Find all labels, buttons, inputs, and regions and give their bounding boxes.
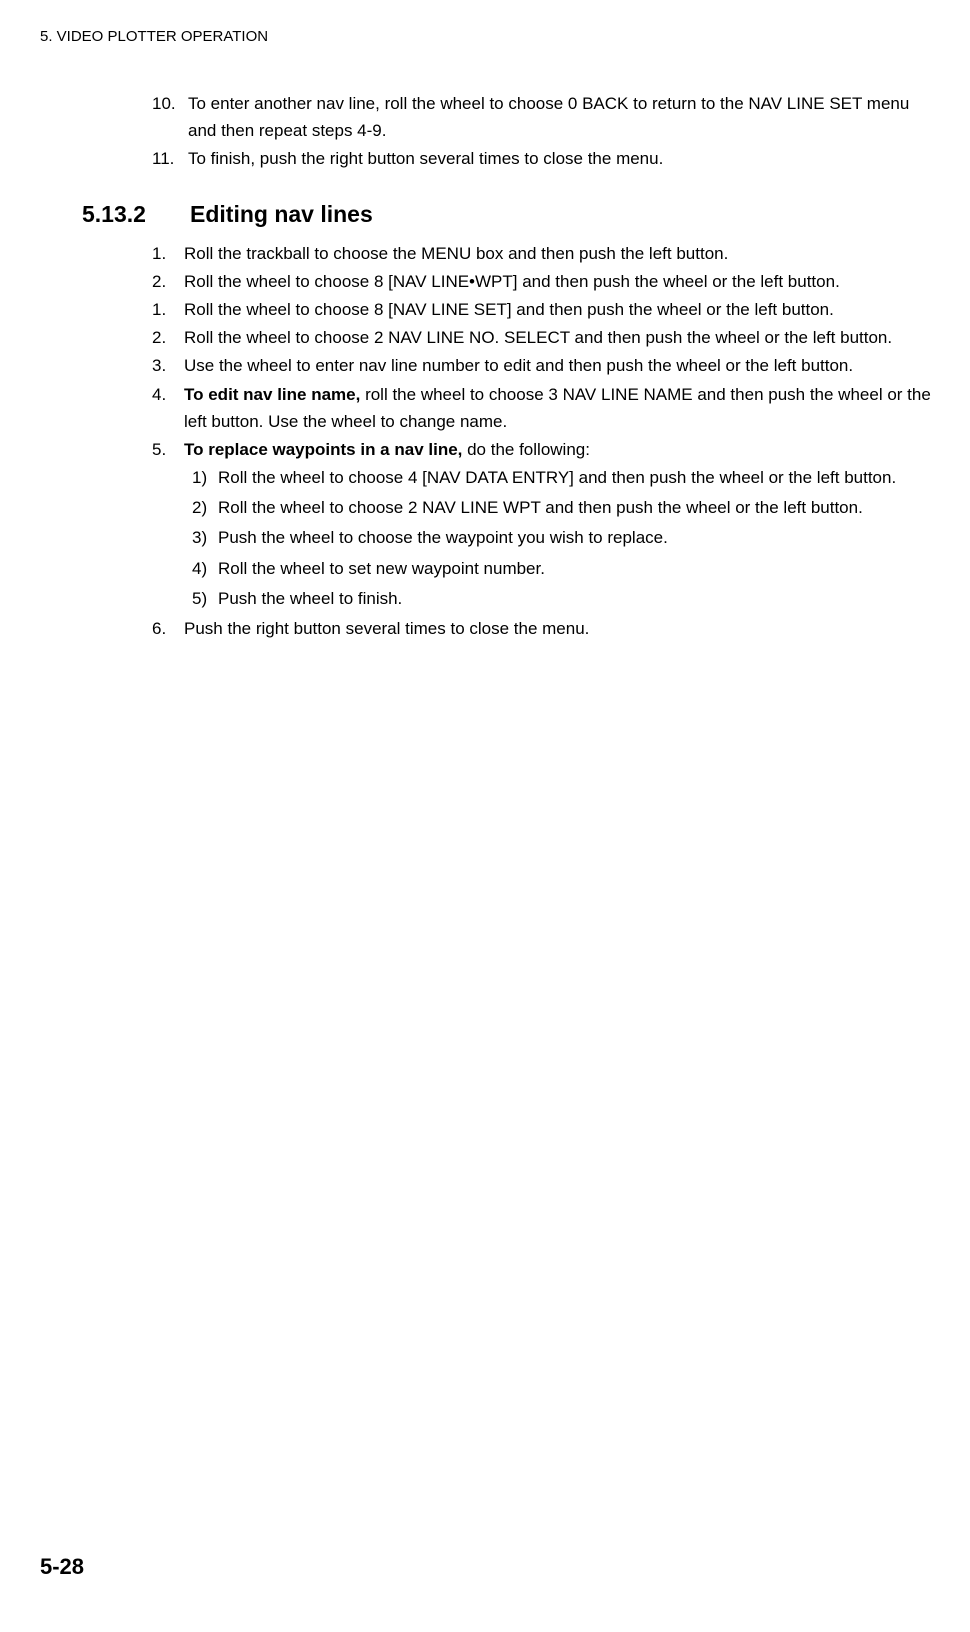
- main-item-2b: 2. Roll the wheel to choose 2 NAV LINE N…: [152, 324, 942, 351]
- list-text: To enter another nav line, roll the whee…: [188, 90, 942, 144]
- normal-text: do the following:: [462, 440, 590, 459]
- chapter-header: 5. VIDEO PLOTTER OPERATION: [40, 28, 268, 45]
- list-text: Use the wheel to enter nav line number t…: [184, 352, 942, 379]
- sub-list-text: Push the wheel to finish.: [218, 585, 942, 612]
- list-number: 2.: [152, 324, 184, 351]
- main-item-4: 4. To edit nav line name, roll the wheel…: [152, 381, 942, 435]
- section-number: 5.13.2: [82, 201, 190, 228]
- list-number: 4.: [152, 381, 184, 435]
- sub-list-number: 3): [192, 524, 218, 551]
- bold-text: To edit nav line name,: [184, 385, 360, 404]
- sub-list-number: 5): [192, 585, 218, 612]
- sub-item-2: 2) Roll the wheel to choose 2 NAV LINE W…: [192, 494, 942, 521]
- list-number: 11.: [152, 145, 188, 172]
- list-number: 5.: [152, 436, 184, 463]
- sub-item-3: 3) Push the wheel to choose the waypoint…: [192, 524, 942, 551]
- sub-list-text: Push the wheel to choose the waypoint yo…: [218, 524, 942, 551]
- list-number: 2.: [152, 268, 184, 295]
- list-text: Push the right button several times to c…: [184, 615, 942, 642]
- list-text: Roll the wheel to choose 8 [NAV LINE SET…: [184, 296, 942, 323]
- section-heading: 5.13.2 Editing nav lines: [82, 201, 942, 228]
- list-number: 1.: [152, 296, 184, 323]
- page-number: 5-28: [40, 1554, 84, 1580]
- main-item-5: 5. To replace waypoints in a nav line, d…: [152, 436, 942, 463]
- sub-item-5: 5) Push the wheel to finish.: [192, 585, 942, 612]
- main-item-1b: 1. Roll the wheel to choose 8 [NAV LINE …: [152, 296, 942, 323]
- sub-list-text: Roll the wheel to choose 4 [NAV DATA ENT…: [218, 464, 942, 491]
- list-number: 1.: [152, 240, 184, 267]
- intro-item-10: 10. To enter another nav line, roll the …: [152, 90, 942, 144]
- sub-list-number: 1): [192, 464, 218, 491]
- sub-item-4: 4) Roll the wheel to set new waypoint nu…: [192, 555, 942, 582]
- sub-list-number: 4): [192, 555, 218, 582]
- list-text: To replace waypoints in a nav line, do t…: [184, 436, 942, 463]
- intro-item-11: 11. To finish, push the right button sev…: [152, 145, 942, 172]
- list-number: 10.: [152, 90, 188, 144]
- sub-list-number: 2): [192, 494, 218, 521]
- sub-item-1: 1) Roll the wheel to choose 4 [NAV DATA …: [192, 464, 942, 491]
- list-text: Roll the wheel to choose 2 NAV LINE NO. …: [184, 324, 942, 351]
- main-item-1: 1. Roll the trackball to choose the MENU…: [152, 240, 942, 267]
- list-text: Roll the wheel to choose 8 [NAV LINE•WPT…: [184, 268, 942, 295]
- section-title: Editing nav lines: [190, 201, 373, 228]
- page-content: 10. To enter another nav line, roll the …: [152, 90, 942, 643]
- bold-text: To replace waypoints in a nav line,: [184, 440, 462, 459]
- list-number: 3.: [152, 352, 184, 379]
- sub-list: 1) Roll the wheel to choose 4 [NAV DATA …: [192, 464, 942, 612]
- main-item-3: 3. Use the wheel to enter nav line numbe…: [152, 352, 942, 379]
- main-item-6: 6. Push the right button several times t…: [152, 615, 942, 642]
- list-number: 6.: [152, 615, 184, 642]
- sub-list-text: Roll the wheel to choose 2 NAV LINE WPT …: [218, 494, 942, 521]
- list-text: Roll the trackball to choose the MENU bo…: [184, 240, 942, 267]
- main-item-2: 2. Roll the wheel to choose 8 [NAV LINE•…: [152, 268, 942, 295]
- list-text: To edit nav line name, roll the wheel to…: [184, 381, 942, 435]
- list-text: To finish, push the right button several…: [188, 145, 942, 172]
- sub-list-text: Roll the wheel to set new waypoint numbe…: [218, 555, 942, 582]
